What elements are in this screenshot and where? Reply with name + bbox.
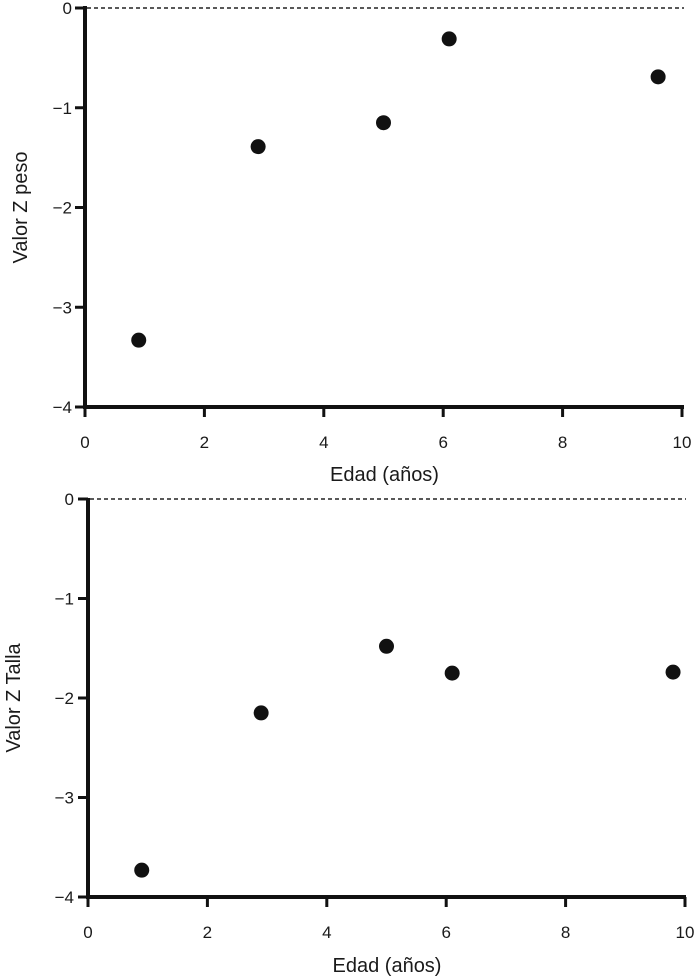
chart-height-x-tick-label: 4 — [322, 923, 331, 942]
chart-height-data-point — [444, 665, 460, 681]
chart-height-y-axis-label: Valor Z Talla — [3, 642, 25, 752]
chart-weight-y-tick-label: −3 — [53, 298, 72, 317]
chart-weight-y-tick-label: 0 — [63, 0, 72, 18]
chart-height-x-axis-label: Edad (años) — [333, 955, 442, 977]
chart-weight-y-tick-label: −4 — [53, 398, 72, 417]
chart-weight-data-point — [441, 31, 457, 47]
chart-height-y-tick-label: −3 — [55, 789, 74, 808]
chart-height-x-tick-label: 10 — [676, 923, 695, 942]
chart-height-y-tick-label: −4 — [55, 888, 74, 907]
chart-height-data-point — [134, 862, 150, 878]
chart-weight-y-tick-label: −2 — [53, 199, 72, 218]
chart-height: 0 2 4 6 8 10 0 −1 −2 −3 −4 Edad (años) Valor Z Ta… — [3, 490, 694, 977]
chart-weight: 0 2 4 6 8 10 0 −1 −2 −3 −4 Edad (años) Valor Z pe… — [10, 0, 691, 486]
chart-height-x-tick-label: 6 — [441, 923, 450, 942]
chart-height-x-tick-label: 0 — [83, 923, 92, 942]
chart-weight-data-point — [376, 115, 391, 131]
chart-weight-points — [131, 31, 666, 348]
chart-weight-x-ticks: 0 2 4 6 8 10 — [80, 407, 691, 452]
chart-height-x-tick-label: 8 — [561, 923, 570, 942]
chart-weight-x-tick-label: 4 — [319, 433, 328, 452]
chart-weight-y-ticks: 0 −1 −2 −3 −4 — [53, 0, 85, 417]
chart-weight-y-tick-label: −1 — [53, 99, 72, 118]
chart-weight-data-point — [250, 139, 266, 155]
chart-height-y-tick-label: −1 — [55, 590, 74, 609]
chart-weight-x-tick-label: 8 — [558, 433, 567, 452]
chart-weight-x-tick-label: 2 — [200, 433, 209, 452]
chart-weight-data-point — [131, 332, 147, 348]
chart-weight-data-point — [650, 69, 666, 85]
chart-height-data-point — [665, 664, 681, 680]
chart-weight-y-axis-label: Valor Z peso — [10, 152, 32, 264]
chart-weight-x-tick-label: 10 — [673, 433, 692, 452]
chart-height-x-tick-label: 2 — [203, 923, 212, 942]
chart-weight-x-tick-label: 0 — [80, 433, 89, 452]
chart-weight-x-tick-label: 6 — [438, 433, 447, 452]
chart-weight-x-axis-label: Edad (años) — [330, 464, 439, 486]
chart-height-data-point — [253, 705, 269, 721]
chart-height-x-ticks: 0 2 4 6 8 10 — [83, 897, 694, 942]
chart-height-y-ticks: 0 −1 −2 −3 −4 — [55, 490, 88, 907]
chart-height-y-tick-label: −2 — [55, 689, 74, 708]
chart-height-points — [134, 638, 681, 878]
chart-height-data-point — [379, 638, 394, 654]
chart-height-y-tick-label: 0 — [65, 490, 74, 509]
